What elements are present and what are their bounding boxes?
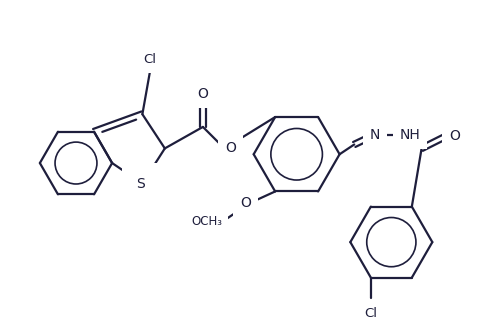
Text: O: O (225, 141, 236, 155)
Text: Cl: Cl (144, 53, 156, 66)
Text: NH: NH (399, 128, 420, 142)
Text: S: S (136, 177, 144, 191)
Text: OCH₃: OCH₃ (191, 215, 222, 228)
Text: O: O (240, 196, 250, 210)
Text: Cl: Cl (363, 307, 376, 320)
Text: O: O (448, 129, 459, 143)
Text: O: O (197, 87, 208, 100)
Text: N: N (369, 128, 379, 142)
